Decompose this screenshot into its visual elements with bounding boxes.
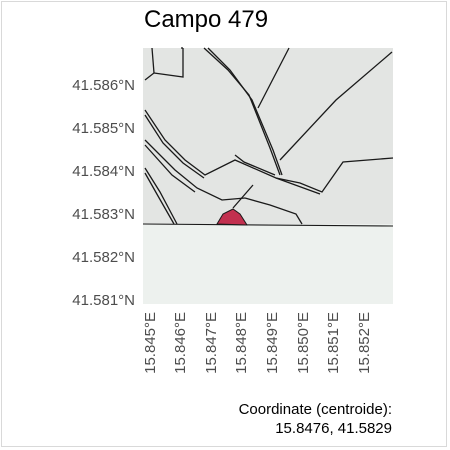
y-tick-label: 41.582°N: [72, 249, 135, 266]
x-tick-label: 15.851°E: [325, 312, 342, 374]
map-title: Campo 479: [144, 6, 269, 33]
x-tick-label: 15.847°E: [203, 312, 220, 374]
centroid-caption-value: 15.8476, 41.5829: [275, 420, 392, 437]
road-lines: [142, 47, 394, 227]
y-tick-label: 41.581°N: [72, 292, 135, 309]
highlighted-parcel[interactable]: [216, 208, 248, 226]
x-tick-label: 15.848°E: [233, 312, 250, 374]
x-tick-label: 15.846°E: [172, 312, 189, 374]
y-tick-label: 41.584°N: [72, 163, 135, 180]
land-area: [143, 48, 393, 224]
x-tick-label: 15.845°E: [142, 312, 159, 374]
centroid-caption-label: Coordinate (centroide):: [238, 401, 392, 418]
x-tick-label: 15.850°E: [295, 312, 312, 374]
x-tick-label: 15.852°E: [356, 312, 373, 374]
x-tick-label: 15.849°E: [264, 312, 281, 374]
y-tick-label: 41.586°N: [72, 77, 135, 94]
lower-area: [143, 224, 393, 304]
y-tick-label: 41.583°N: [72, 206, 135, 223]
y-tick-label: 41.585°N: [72, 120, 135, 137]
